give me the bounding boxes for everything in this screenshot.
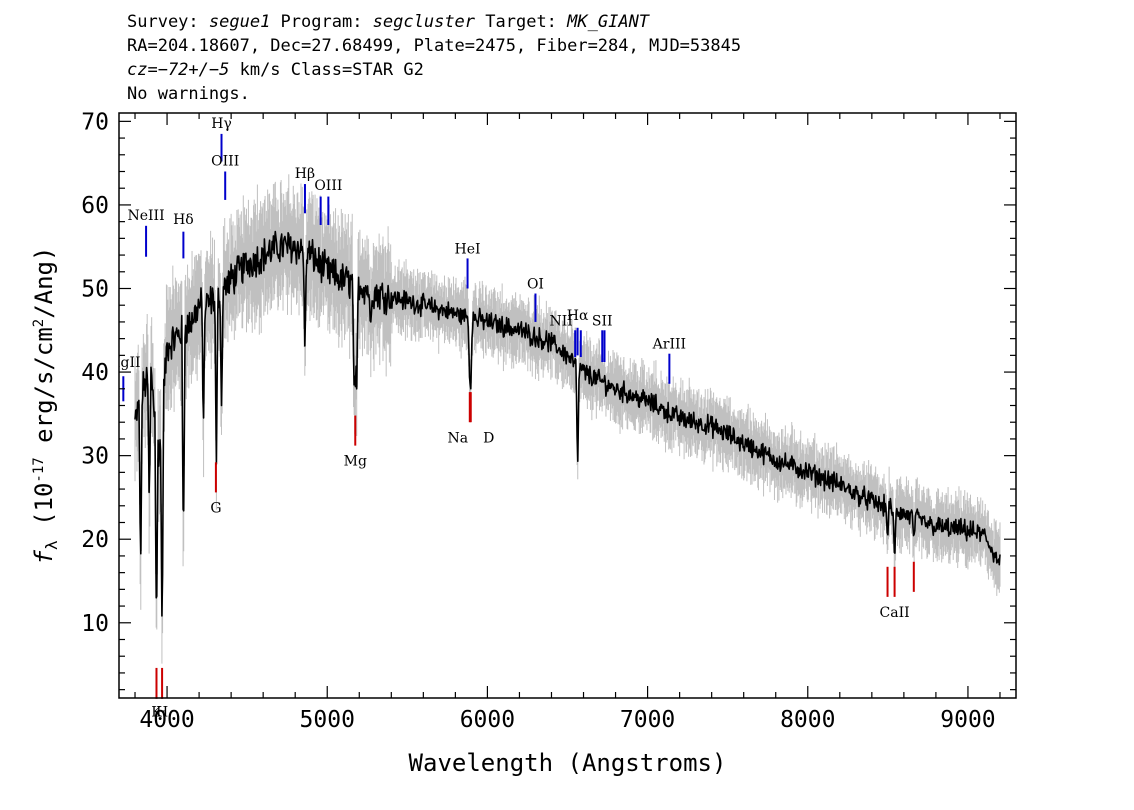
y-tick-label: 30: [81, 444, 109, 470]
emission-line-label: Hβ: [295, 166, 315, 182]
absorption-line-label: CaII: [880, 605, 910, 621]
emission-line-label: HeI: [455, 241, 481, 257]
header-coordinates-line: RA=204.18607, Dec=27.68499, Plate=2475, …: [127, 36, 742, 56]
x-tick-label: 8000: [780, 707, 835, 733]
spectrum-header: Survey: segue1 Program: segcluster Targe…: [127, 10, 741, 106]
emission-line-label: MgII: [106, 355, 140, 371]
x-tick-label: 5000: [300, 707, 355, 733]
emission-line-label: Hδ: [173, 212, 194, 228]
emission-line-label: SII: [592, 313, 613, 329]
y-tick-label: 70: [81, 109, 109, 135]
emission-line-label: NII: [550, 313, 573, 329]
y-tick-label: 20: [81, 527, 109, 553]
cz-value: cz=−72+/−5: [127, 60, 230, 80]
flux-layer: [134, 230, 1001, 617]
target-value: MK_GIANT: [567, 12, 650, 32]
class-value: km/s Class=STAR G2: [229, 60, 424, 80]
program-value: segcluster: [372, 12, 476, 32]
absorption-line-label: D: [483, 430, 494, 446]
absorption-line-label: Mg: [344, 454, 367, 470]
header-survey-line: Survey: segue1 Program: segcluster Targe…: [127, 10, 741, 34]
emission-line-label: Hγ: [211, 116, 232, 132]
emission-line-label: OIII: [314, 178, 342, 194]
absorption-line-label: G: [210, 500, 221, 516]
survey-label: Survey:: [127, 12, 209, 32]
y-tick-label: 40: [81, 360, 109, 386]
absorption-line-label: Na: [447, 430, 468, 446]
emission-line-label: NeIII: [127, 208, 164, 224]
emission-line-label: ArIII: [652, 337, 686, 353]
absorption-line-label: K: [151, 704, 162, 720]
emission-line-label: OIII: [211, 154, 239, 170]
x-tick-label: 7000: [620, 707, 675, 733]
x-axis-title: Wavelength (Angstroms): [409, 749, 727, 777]
survey-value: segue1: [208, 12, 271, 32]
header-warnings-line: No warnings.: [127, 84, 250, 104]
emission-line-label: Hα: [567, 308, 589, 324]
ticks-layer: 4000 5000 6000 7000 8000 9000 10 20 30 40 50 60 70: [81, 109, 1016, 733]
y-tick-label: 10: [81, 611, 109, 637]
flux-line: [134, 230, 1001, 617]
target-label: Target:: [475, 12, 568, 32]
y-tick-label: 60: [81, 193, 109, 219]
x-tick-label: 6000: [460, 707, 515, 733]
absorption-line-label: H: [156, 704, 168, 720]
program-label: Program:: [270, 12, 373, 32]
x-tick-label: 9000: [940, 707, 995, 733]
x-tick-label: 4000: [139, 707, 194, 733]
emission-line-label: OI: [527, 276, 544, 292]
y-axis-title: fλ (10-17 erg/s/cm2/Ang): [30, 247, 61, 565]
y-tick-label: 50: [81, 277, 109, 303]
header-redshift-line: cz=−72+/−5 km/s Class=STAR G2: [127, 58, 741, 82]
